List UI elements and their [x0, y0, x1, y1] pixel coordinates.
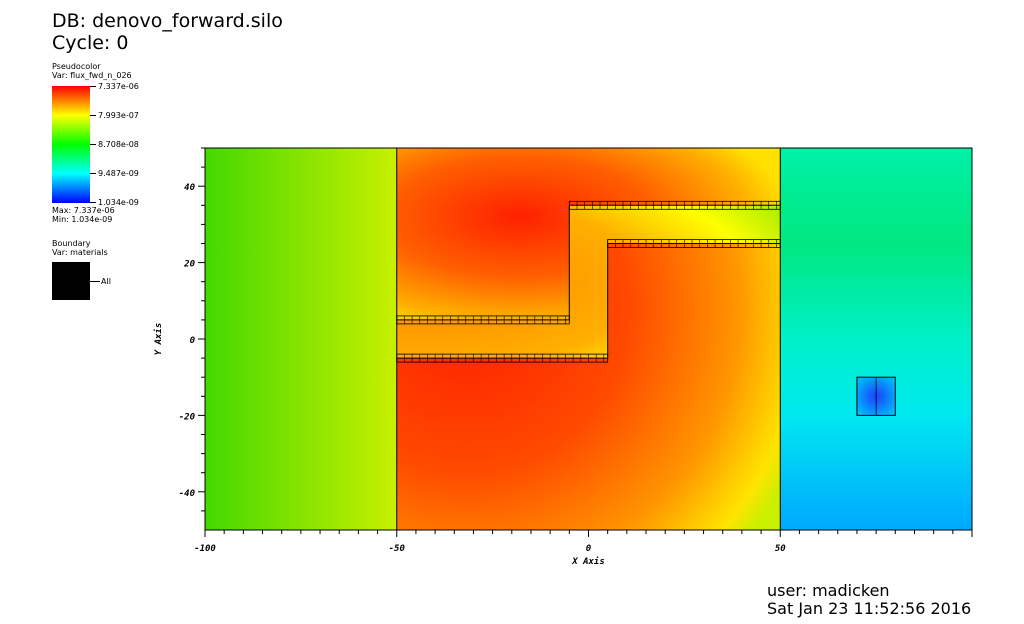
- flux-region-right: [780, 148, 972, 530]
- y-tick-label: 40: [184, 183, 195, 193]
- pseudocolor-variable: Var: flux_fwd_n_026: [52, 71, 132, 80]
- colorbar-label-min: 1.034e-09: [98, 198, 139, 207]
- boundary-variable: Var: materials: [52, 248, 108, 257]
- colorbar-tick: [90, 86, 96, 87]
- boundary-entry-label: All: [101, 277, 111, 286]
- timestamp: Sat Jan 23 11:52:56 2016: [767, 599, 972, 618]
- database-title: DB: denovo_forward.silo: [52, 10, 283, 32]
- colorbar-label: 7.993e-07: [98, 111, 139, 120]
- colorbar-tick: [90, 202, 96, 203]
- colorbar: [52, 86, 90, 203]
- colorbar-tick: [90, 115, 96, 116]
- colorbar-tick: [90, 173, 96, 174]
- colorbar-tick: [90, 144, 96, 145]
- cycle-label: Cycle: 0: [52, 32, 129, 54]
- max-value: Max: 7.337e-06: [52, 206, 115, 215]
- x-tick-label: 0: [586, 544, 592, 554]
- boundary-swatch: [52, 262, 90, 300]
- colorbar-label: 9.487e-09: [98, 169, 139, 178]
- x-tick-label: -50: [389, 544, 406, 554]
- user-label: user: madicken: [767, 581, 890, 600]
- colorbar-label-max: 7.337e-06: [98, 82, 139, 91]
- y-tick-label: 20: [183, 260, 195, 270]
- x-axis-label: X Axis: [571, 556, 605, 567]
- colorbar-label: 8.708e-08: [98, 140, 139, 149]
- flux-region-left: [205, 148, 397, 530]
- y-axis-label: Y Axis: [153, 323, 164, 356]
- min-value: Min: 1.034e-09: [52, 215, 113, 224]
- flux-region-upper: [396, 148, 781, 320]
- channel-boundary-upper: [396, 204, 781, 321]
- y-tick-label: -20: [179, 412, 196, 422]
- channel-boundary-lower: [396, 243, 781, 359]
- x-tick-label: -100: [194, 544, 216, 554]
- y-tick-label: 0: [190, 336, 196, 346]
- boundary-swatch-leader: [90, 281, 100, 282]
- boundary-legend-title: Boundary: [52, 239, 91, 248]
- y-tick-label: -40: [179, 489, 196, 499]
- x-tick-label: 50: [775, 544, 786, 554]
- pseudocolor-legend-title: Pseudocolor: [52, 62, 101, 71]
